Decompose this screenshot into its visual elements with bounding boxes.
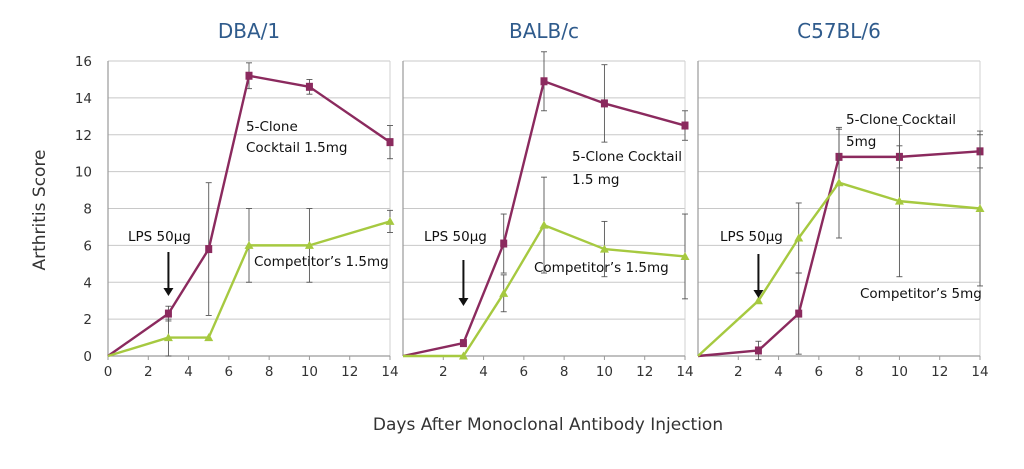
y-tick-label: 4 <box>83 275 92 291</box>
series-line-competitor <box>403 223 686 358</box>
x-tick-label: 12 <box>636 364 653 380</box>
x-axis-title: Days After Monoclonal Antibody Injection <box>373 415 723 435</box>
y-axis-title: Arthritis Score <box>30 149 50 270</box>
x-tick-label: 0 <box>104 364 113 380</box>
series-line-cocktail <box>402 80 686 358</box>
series-line-competitor <box>107 220 391 358</box>
series-line-competitor <box>697 181 981 357</box>
lps-arrow-head <box>753 290 764 298</box>
x-tick-label: 8 <box>560 364 569 380</box>
y-tick-label: 6 <box>83 238 92 254</box>
competitor-series-label: Competitor’s 1.5mg <box>534 260 669 276</box>
cocktail-series-label: 1.5 mg <box>572 172 619 188</box>
data-point-competitor <box>539 220 549 229</box>
data-point-cocktail <box>600 99 608 108</box>
competitor-series-label: Competitor’s 5mg <box>860 286 982 302</box>
data-point-competitor <box>499 288 509 297</box>
x-tick-label: 14 <box>971 364 988 380</box>
data-point-competitor <box>244 240 254 249</box>
data-point-cocktail <box>540 77 548 86</box>
x-tick-label: 2 <box>144 364 153 380</box>
cocktail-series-label: 5-Clone Cocktail <box>846 112 956 128</box>
x-tick-label: 10 <box>891 364 908 380</box>
panel-title: DBA/1 <box>218 19 280 43</box>
y-tick-label: 16 <box>75 54 92 70</box>
x-tick-label: 6 <box>225 364 234 380</box>
data-point-competitor <box>163 333 173 342</box>
data-point-cocktail <box>459 339 467 348</box>
x-tick-label: 2 <box>439 364 448 380</box>
panel-2: C57BL/6 2 4 6 8 10 12 14 LPS 50μg 5-Clone Cocktai… <box>697 19 989 380</box>
panel-title: BALB/c <box>509 19 579 43</box>
lps-arrow-head <box>458 298 469 306</box>
y-tick-label: 10 <box>75 165 92 181</box>
data-point-cocktail <box>386 138 394 147</box>
data-point-competitor <box>304 240 314 249</box>
x-tick-label: 8 <box>265 364 274 380</box>
cocktail-series-label: Cocktail 1.5mg <box>246 140 347 156</box>
data-point-cocktail <box>754 346 762 355</box>
x-tick-label: 12 <box>931 364 948 380</box>
x-tick-label: 10 <box>301 364 318 380</box>
data-point-competitor <box>385 216 395 225</box>
x-tick-label: 4 <box>774 364 783 380</box>
lps-annotation: LPS 50μg <box>424 229 487 245</box>
x-tick-label: 14 <box>381 364 398 380</box>
x-tick-label: 4 <box>479 364 488 380</box>
y-tick-label: 14 <box>75 91 92 107</box>
data-point-cocktail <box>245 71 253 80</box>
x-tick-label: 6 <box>815 364 824 380</box>
data-point-competitor <box>834 178 844 187</box>
x-tick-label: 10 <box>596 364 613 380</box>
data-point-competitor <box>680 251 690 260</box>
y-tick-label: 8 <box>83 202 92 218</box>
data-point-cocktail <box>164 309 172 318</box>
series-line-cocktail <box>697 150 981 358</box>
cocktail-series-label: 5-Clone Cocktail <box>572 149 682 165</box>
x-tick-label: 4 <box>184 364 193 380</box>
data-point-competitor <box>975 204 985 212</box>
data-point-cocktail <box>205 245 213 254</box>
lps-annotation: LPS 50μg <box>128 229 191 245</box>
competitor-series-label: Competitor’s 1.5mg <box>254 254 389 270</box>
x-tick-label: 6 <box>520 364 529 380</box>
series-line-cocktail <box>107 74 391 357</box>
panel-1: BALB/c 2 4 6 8 10 12 14 LPS 50μg 5-Clone Cocktail… <box>402 19 694 380</box>
data-point-competitor <box>753 296 763 305</box>
data-point-cocktail <box>795 309 803 318</box>
x-tick-label: 12 <box>341 364 358 380</box>
data-point-competitor <box>458 351 468 360</box>
cocktail-series-label: 5-Clone <box>246 119 298 135</box>
y-tick-label: 0 <box>83 349 92 365</box>
data-point-competitor <box>794 233 804 242</box>
data-point-cocktail <box>305 82 313 91</box>
data-point-competitor <box>599 244 609 253</box>
data-point-cocktail <box>500 239 508 248</box>
x-tick-label: 2 <box>734 364 743 380</box>
x-tick-label: 8 <box>855 364 864 380</box>
lps-annotation: LPS 50μg <box>720 229 783 245</box>
panel-0: DBA/1 0 2 4 6 8 10 12 14 LPS 50μg 5-Clone Cocktail … <box>104 19 399 380</box>
lps-arrow-head <box>163 288 174 296</box>
y-tick-label: 2 <box>83 312 92 328</box>
panel-title: C57BL/6 <box>797 19 881 43</box>
x-tick-label: 14 <box>676 364 693 380</box>
y-tick-label: 12 <box>75 128 92 144</box>
cocktail-series-label: 5mg <box>846 134 876 150</box>
data-point-competitor <box>894 196 904 205</box>
data-point-cocktail <box>681 121 689 130</box>
data-point-competitor <box>204 333 214 342</box>
